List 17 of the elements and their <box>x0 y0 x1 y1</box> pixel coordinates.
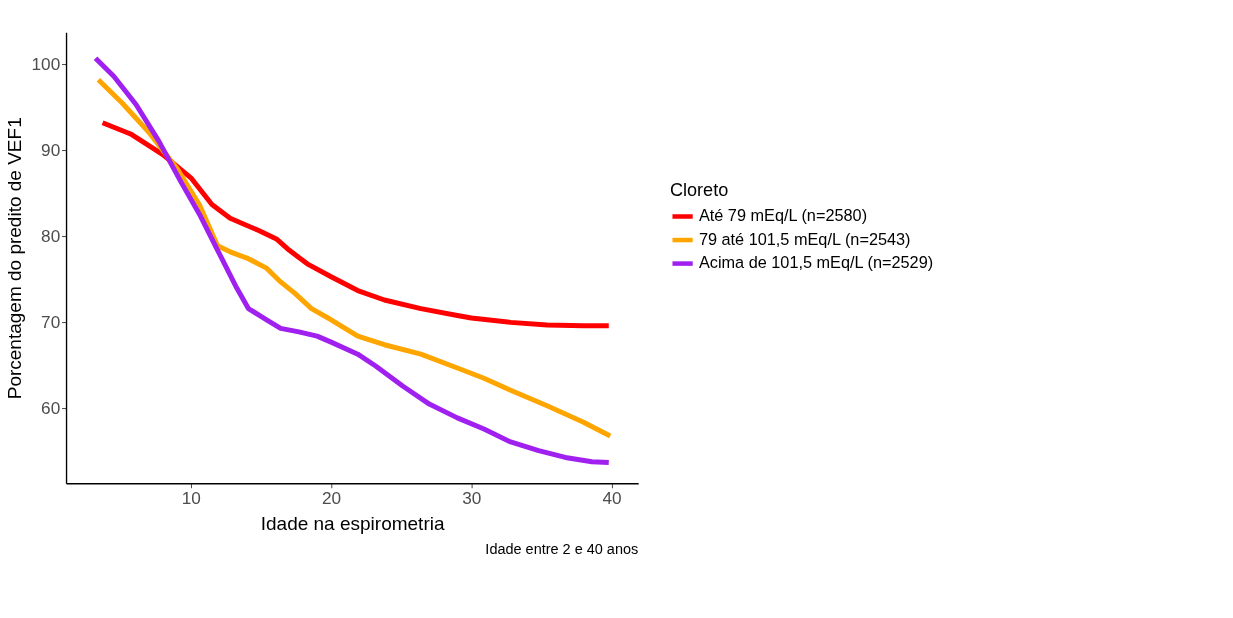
y-axis-title: Porcentagem do predito de VEF1 <box>3 117 25 400</box>
legend-label: 79 até 101,5 mEq/L (n=2543) <box>698 229 911 248</box>
text: Idade entre 2 e 40 anos <box>485 540 639 557</box>
x-tick-label: 30 <box>462 487 482 508</box>
line-series <box>100 120 612 329</box>
x-tick-label: 20 <box>322 487 342 508</box>
y-tick-label: 90 <box>41 140 61 161</box>
y-tick-label: 70 <box>41 312 61 333</box>
y-tick-label: 80 <box>41 226 61 247</box>
legend-title: Cloreto <box>669 179 729 200</box>
x-axis-title: Idade na espirometria <box>260 512 445 534</box>
x-tick-label: 40 <box>602 487 622 508</box>
x-tick-label: 10 <box>181 487 201 508</box>
legend-label: Acima de 101,5 mEq/L (n=2529) <box>698 253 934 272</box>
y-tick-label: 60 <box>41 398 61 419</box>
legend-label: Até 79 mEq/L (n=2580) <box>698 206 868 225</box>
y-tick-label: 100 <box>31 54 61 75</box>
